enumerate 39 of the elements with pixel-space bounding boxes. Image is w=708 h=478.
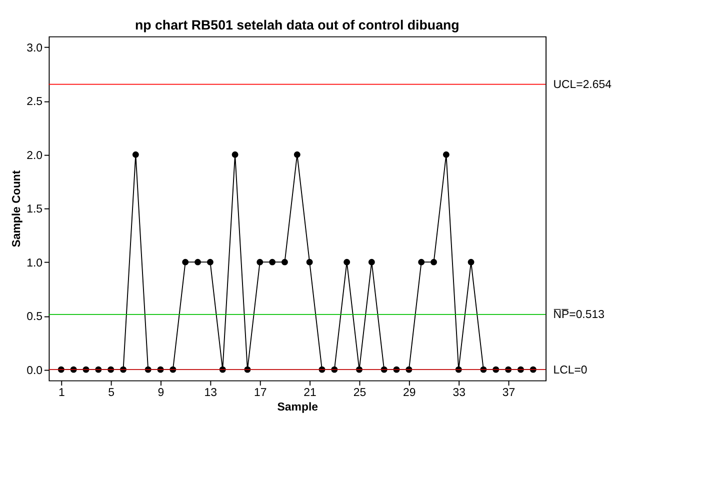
y-tick-label: 2.0 — [26, 150, 43, 162]
y-tick-label: 2.5 — [26, 96, 43, 108]
y-tick-label: 0.0 — [26, 364, 43, 377]
y-tick-label: 3.0 — [26, 42, 43, 54]
point — [282, 258, 288, 266]
point — [256, 258, 264, 266]
y-tick-label: 0.5 — [26, 311, 43, 324]
point — [368, 258, 375, 266]
point — [468, 258, 474, 266]
x-axis-title: Sample — [277, 401, 318, 414]
ref-line-label: LCL=0 — [553, 364, 588, 376]
x-tick-label: 37 — [502, 387, 516, 400]
y-tick-label: 1.0 — [26, 257, 43, 270]
point — [269, 258, 276, 266]
y-tick-label: 1.5 — [26, 204, 43, 216]
x-tick-label: 1 — [58, 387, 65, 400]
x-tick-label: 17 — [254, 387, 267, 400]
point — [232, 151, 238, 158]
x-tick-label: 5 — [108, 387, 114, 400]
point — [430, 258, 437, 266]
ref-line-label: UCL=2.654 — [553, 79, 612, 92]
point — [306, 258, 313, 266]
ref-line-label: N̅P̅=0.513 — [553, 308, 604, 322]
x-tick-label: 25 — [353, 387, 366, 400]
point — [344, 258, 350, 266]
y-axis-title: Sample Count — [10, 170, 23, 248]
chart-title: np chart RB501 setelah data out of control dibuang — [134, 18, 460, 33]
point — [194, 258, 201, 266]
x-tick-label: 33 — [452, 387, 466, 400]
x-tick-label: 29 — [403, 387, 416, 400]
x-tick-label: 21 — [304, 387, 316, 400]
x-tick-label: 9 — [158, 387, 164, 400]
point — [294, 151, 300, 158]
point — [182, 258, 189, 266]
x-tick-label: 13 — [204, 387, 218, 400]
point — [443, 151, 450, 158]
point — [207, 258, 214, 266]
point — [418, 258, 425, 266]
point — [132, 151, 139, 158]
